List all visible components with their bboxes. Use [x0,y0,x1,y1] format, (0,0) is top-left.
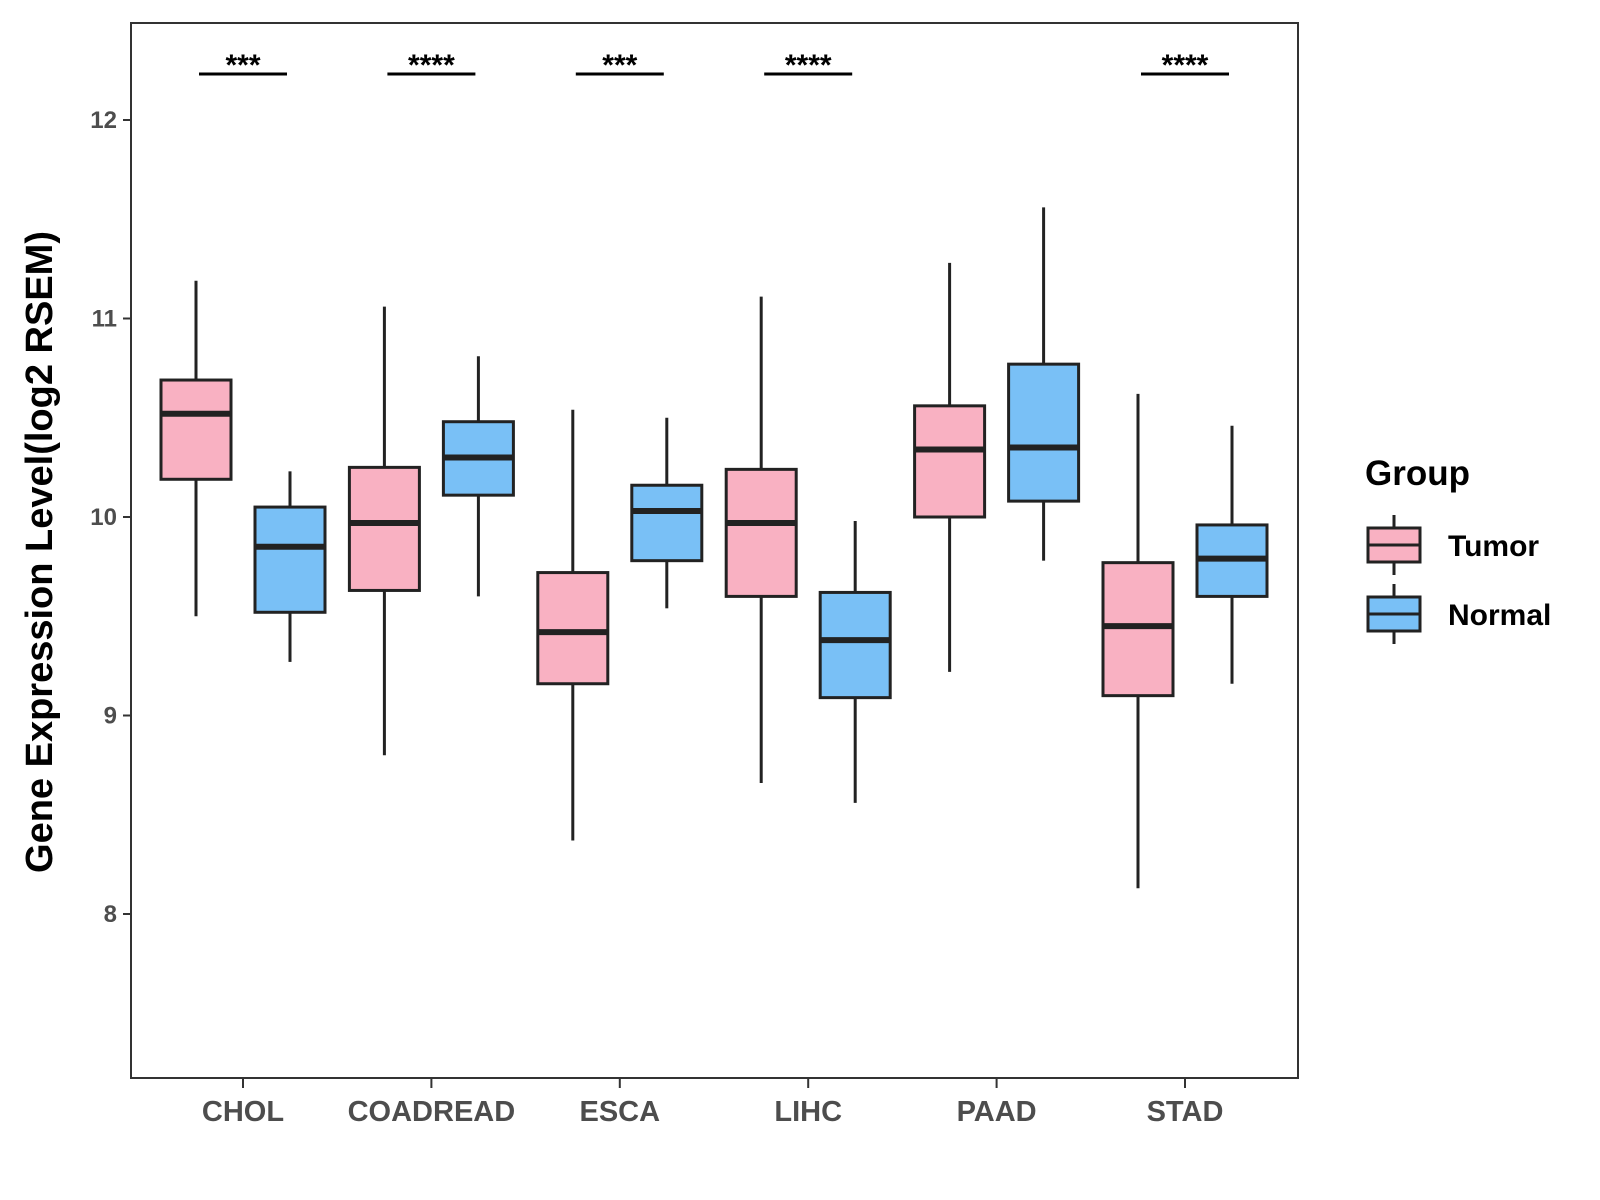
box-body [818,590,892,700]
box-series [159,207,1269,889]
x-tick-label: COADREAD [348,1096,516,1128]
box-tumor-paad [913,262,987,672]
legend-title: Group [1365,454,1470,493]
significance-label: *** [602,49,637,82]
significance-label: **** [408,49,455,82]
legend-label: Normal [1448,599,1551,632]
y-tick-label: 9 [104,703,117,730]
box-tumor-coadread [347,306,421,756]
significance-annotations: *** **** *** **** **** [199,49,1229,82]
y-tick-label: 12 [90,107,117,134]
box-body [724,467,798,598]
x-tick-label: STAD [1147,1096,1224,1128]
y-tick-label: 8 [104,901,117,928]
x-tick-label: LIHC [774,1096,842,1128]
significance-label: **** [785,49,832,82]
y-tick-label: 11 [92,306,117,333]
box-tumor-chol [159,280,233,617]
x-tick-label: ESCA [580,1096,661,1128]
legend: Group Tumor Normal [1365,454,1551,644]
box-body [159,378,233,481]
box-normal-lihc [818,520,892,803]
y-axis-label: Gene Expression Level(log2 RSEM) [19,231,61,873]
box-tumor-stad [1101,393,1175,889]
legend-item-normal: Normal [1366,584,1551,644]
significance-label: **** [1162,49,1209,82]
box-body [913,404,987,519]
box-normal-stad [1195,425,1269,684]
legend-item-tumor: Tumor [1366,515,1539,575]
x-axis: CHOL COADREAD ESCA LIHC PAAD STAD [202,1078,1223,1128]
y-tick-label: 10 [90,504,117,531]
box-body [630,483,704,563]
box-normal-paad [1007,207,1081,561]
box-normal-chol [253,471,327,662]
box-body [253,505,327,614]
box-tumor-esca [536,409,610,841]
box-normal-esca [630,417,704,609]
box-body [536,571,610,686]
x-tick-label: CHOL [202,1096,284,1128]
y-axis: 8 9 10 11 12 [90,107,131,928]
box-body [347,465,421,592]
box-tumor-lihc [724,296,798,783]
box-normal-coadread [441,356,515,597]
legend-label: Tumor [1448,530,1539,563]
x-tick-label: PAAD [957,1096,1037,1128]
significance-label: *** [225,49,260,82]
box-body [1007,362,1081,503]
